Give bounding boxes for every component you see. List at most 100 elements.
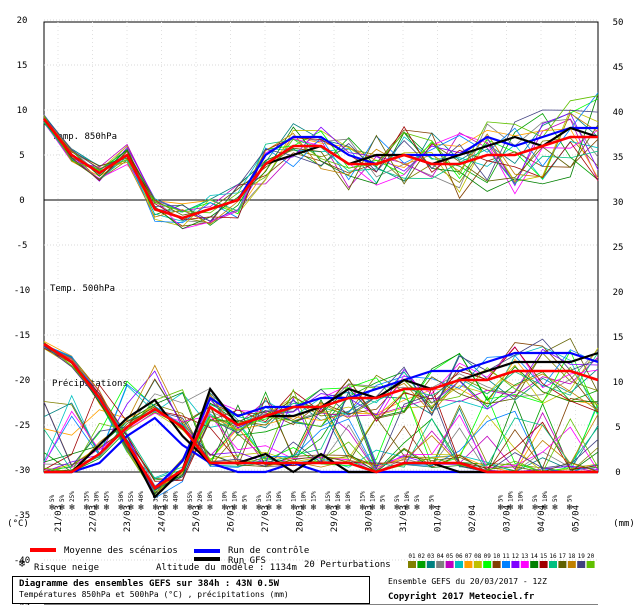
snow-risk-pct: 10% <box>207 491 214 502</box>
perturbation-swatch-06 <box>455 561 463 568</box>
snow-risk-pct: 40% <box>173 491 180 502</box>
perturbation-swatch-15 <box>539 561 548 568</box>
snow-icon: ❄ <box>84 503 90 513</box>
snow-risk-pct: 10% <box>508 491 515 502</box>
label-t500: Temp. 500hPa <box>50 284 115 294</box>
snow-icon: ❄ <box>153 503 159 513</box>
snow-icon: ❄ <box>325 503 331 513</box>
perturbation-id: 04 <box>437 553 445 560</box>
snow-risk-pct: 50% <box>118 491 125 502</box>
perturbation-swatch-07 <box>464 561 473 568</box>
perturbation-swatch-08 <box>473 561 482 568</box>
footer-subtitle: Températures 850hPa et 500hPa (°C) , pré… <box>19 590 289 599</box>
run-info: Ensemble GEFS du 20/03/2017 - 12Z <box>388 577 547 586</box>
snow-icon: ❄ <box>380 503 386 513</box>
right-tick-label: 35 <box>613 153 624 163</box>
perturbation-id: 18 <box>568 553 576 560</box>
snow-risk-pct: 10% <box>276 491 283 502</box>
x-tick-label: 30/03 <box>365 505 375 532</box>
snow-icon: ❄ <box>207 503 213 513</box>
snow-icon: ❄ <box>360 503 366 513</box>
right-tick-label: 0 <box>615 468 620 478</box>
snow-icon: ❄ <box>187 503 193 513</box>
perturbation-swatch-02 <box>417 561 426 568</box>
perturbation-11-precip <box>43 383 599 473</box>
snow-risk-pct: 5% <box>567 494 574 502</box>
x-tick-label: 25/03 <box>192 505 202 532</box>
perturbation-id: 19 <box>578 553 586 560</box>
perturbation-id: 05 <box>446 553 454 560</box>
snow-icon: ❄ <box>59 503 65 513</box>
footer-title: Diagramme des ensembles GEFS sur 384h : … <box>19 579 280 589</box>
perturbation-swatch-05 <box>445 561 454 568</box>
perturbation-swatch-10 <box>492 561 501 568</box>
x-tick-label: 04/04 <box>537 505 547 532</box>
snow-risk-pct: 5% <box>498 494 505 502</box>
perturbation-swatch-04 <box>436 561 445 568</box>
legend-perturbations-label: 20 Perturbations <box>304 560 391 570</box>
snow-risk-pct: 10% <box>404 491 411 502</box>
x-tick-label: 24/03 <box>158 505 168 532</box>
x-tick-label: 05/04 <box>572 505 582 532</box>
mean-t500-line <box>43 342 599 490</box>
snow-risk-pct: 5% <box>49 494 56 502</box>
snow-icon: ❄ <box>552 503 558 513</box>
right-tick-label: 50 <box>613 18 624 28</box>
snow-icon: ❄ <box>163 503 169 513</box>
perturbation-20-t500 <box>43 341 599 496</box>
snow-icon: ❄ <box>518 503 524 513</box>
perturbation-swatch-09 <box>483 561 492 568</box>
snow-icon: ❄ <box>49 503 55 513</box>
snow-icon: ❄ <box>173 503 179 513</box>
copyright: Copyright 2017 Meteociel.fr <box>388 592 535 602</box>
perturbation-id: 07 <box>465 553 473 560</box>
mean-precip-line <box>44 407 598 474</box>
perturbation-id: 12 <box>512 553 520 560</box>
snow-risk-pct: 35% <box>84 491 91 502</box>
footer-title-box: Diagramme des ensembles GEFS sur 384h : … <box>12 576 370 604</box>
snow-icon: ❄ <box>256 503 262 513</box>
perturbation-17-precip <box>43 406 599 473</box>
snow-risk-pct: 30% <box>94 491 101 502</box>
snow-risk-pct: 5% <box>394 494 401 502</box>
snow-icon: ❄ <box>128 503 134 513</box>
snow-risk-pct: 35% <box>153 491 160 502</box>
perturbation-swatch-12 <box>511 561 520 568</box>
snow-risk-pct: 5% <box>414 494 421 502</box>
perturbation-id: 14 <box>531 553 539 560</box>
snow-icon: ❄ <box>394 503 400 513</box>
perturbation-id: 03 <box>427 553 435 560</box>
perturbation-swatch-18 <box>567 561 576 568</box>
perturbation-id: 13 <box>521 553 529 560</box>
perturbation-swatch-03 <box>426 561 435 568</box>
legend-snow-label: Risque neige <box>34 563 99 573</box>
snow-icon: ❄ <box>498 503 504 513</box>
snow-icon: ❄ <box>532 503 538 513</box>
left-tick-label: -40 <box>14 556 30 566</box>
snow-risk-pct: 40% <box>138 491 145 502</box>
perturbation-swatch-17 <box>558 561 567 568</box>
perturbation-swatch-13 <box>520 561 529 568</box>
perturbation-id: 02 <box>418 553 426 560</box>
snow-icon: ❄ <box>335 503 341 513</box>
right-tick-label: 5 <box>615 423 620 433</box>
snow-icon: ❄ <box>291 503 297 513</box>
snow-icon: ❄ <box>266 503 272 513</box>
perturbation-06-precip <box>43 385 599 473</box>
perturbation-id: 01 <box>408 553 416 560</box>
legend-altitude-label: Altitude du modèle : 1134m <box>156 562 297 573</box>
snow-icon: ❄ <box>301 503 307 513</box>
snow-icon: ❄ <box>222 503 228 513</box>
left-tick-label: -20 <box>14 376 30 386</box>
perturbation-07-precip <box>43 402 599 473</box>
x-tick-label: 01/04 <box>434 505 444 532</box>
snow-risk-pct: 55% <box>128 491 135 502</box>
perturbation-13-precip <box>43 410 599 472</box>
perturbation-swatch-14 <box>530 561 539 568</box>
right-tick-label: 25 <box>613 243 624 253</box>
snow-risk-pct: 5% <box>532 494 539 502</box>
snow-risk-pct: 15% <box>311 491 318 502</box>
snow-risk-pct: 15% <box>325 491 332 502</box>
left-tick-label: -35 <box>14 511 30 521</box>
